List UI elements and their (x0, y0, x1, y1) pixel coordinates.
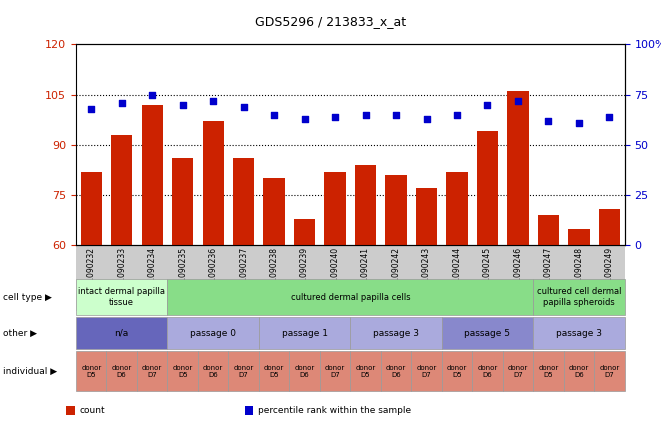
Bar (416, 188, 437, 245)
Point (513, 97, 524, 104)
Text: donor
D7: donor D7 (508, 365, 528, 378)
Bar (507, 91, 529, 245)
Bar (141, 105, 163, 245)
Point (208, 97, 218, 104)
Text: cultured dermal papilla cells: cultured dermal papilla cells (291, 293, 410, 302)
Bar (294, 219, 315, 245)
Text: count: count (80, 406, 106, 415)
Bar (538, 215, 559, 245)
Bar (385, 175, 407, 245)
Text: GDS5296 / 213833_x_at: GDS5296 / 213833_x_at (255, 15, 406, 28)
Text: donor
D6: donor D6 (112, 365, 132, 378)
Point (391, 111, 401, 118)
Text: donor
D6: donor D6 (386, 365, 406, 378)
Text: donor
D5: donor D5 (264, 365, 284, 378)
Text: donor
D7: donor D7 (233, 365, 254, 378)
Bar (568, 228, 590, 245)
Text: individual ▶: individual ▶ (3, 367, 58, 376)
Text: passage 3: passage 3 (556, 329, 602, 338)
Point (543, 118, 554, 124)
Text: donor
D6: donor D6 (477, 365, 498, 378)
Bar (172, 158, 194, 245)
Point (604, 113, 615, 120)
Point (147, 91, 157, 98)
Text: percentile rank within the sample: percentile rank within the sample (258, 406, 412, 415)
Text: passage 3: passage 3 (373, 329, 419, 338)
Text: passage 5: passage 5 (465, 329, 510, 338)
Bar (233, 158, 254, 245)
Bar (599, 209, 620, 245)
Text: cultured cell dermal
papilla spheroids: cultured cell dermal papilla spheroids (537, 288, 621, 307)
Point (574, 119, 584, 126)
Bar (446, 172, 468, 245)
Text: donor
D7: donor D7 (142, 365, 163, 378)
Text: passage 1: passage 1 (282, 329, 328, 338)
Text: donor
D5: donor D5 (173, 365, 193, 378)
Text: donor
D6: donor D6 (569, 365, 589, 378)
Point (360, 111, 371, 118)
Point (86, 105, 97, 112)
Text: n/a: n/a (114, 329, 129, 338)
Text: donor
D5: donor D5 (81, 365, 101, 378)
Text: donor
D6: donor D6 (203, 365, 223, 378)
Text: donor
D7: donor D7 (416, 365, 437, 378)
Bar (111, 135, 132, 245)
Point (421, 115, 432, 122)
Text: intact dermal papilla
tissue: intact dermal papilla tissue (78, 288, 165, 307)
Point (330, 113, 340, 120)
Point (482, 102, 492, 108)
Point (299, 115, 310, 122)
Bar (264, 179, 285, 245)
Bar (81, 172, 102, 245)
Text: donor
D7: donor D7 (325, 365, 345, 378)
Point (116, 99, 127, 106)
Text: cell type ▶: cell type ▶ (3, 293, 52, 302)
Text: donor
D5: donor D5 (447, 365, 467, 378)
Point (451, 111, 462, 118)
Point (269, 111, 280, 118)
Text: donor
D6: donor D6 (295, 365, 315, 378)
Bar (477, 132, 498, 245)
Text: donor
D5: donor D5 (538, 365, 559, 378)
Bar (202, 121, 224, 245)
Text: donor
D7: donor D7 (600, 365, 619, 378)
Bar (325, 172, 346, 245)
Bar (355, 165, 376, 245)
Point (239, 103, 249, 110)
Text: donor
D5: donor D5 (356, 365, 375, 378)
Point (177, 102, 188, 108)
Text: other ▶: other ▶ (3, 329, 37, 338)
Text: passage 0: passage 0 (190, 329, 236, 338)
